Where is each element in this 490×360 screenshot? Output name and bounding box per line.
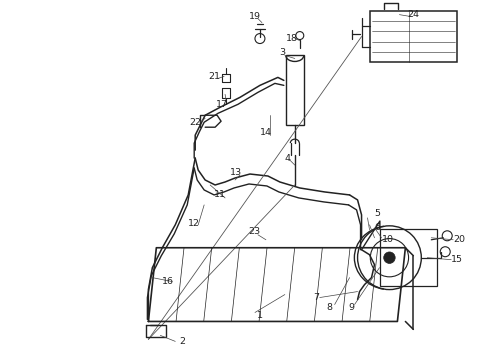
Text: 22: 22 (189, 118, 201, 127)
Bar (286, 55, 304, 125)
Bar (369, 11, 457, 62)
Text: 14: 14 (260, 128, 272, 137)
Bar (380, 229, 437, 287)
Circle shape (384, 252, 395, 264)
Text: 2: 2 (179, 337, 185, 346)
Text: 20: 20 (453, 235, 465, 244)
Text: 15: 15 (451, 255, 463, 264)
Text: 5: 5 (374, 210, 381, 219)
Text: 3: 3 (279, 48, 285, 57)
Text: 13: 13 (230, 167, 242, 176)
Text: 18: 18 (286, 34, 298, 43)
Text: 21: 21 (208, 72, 220, 81)
Text: 4: 4 (285, 154, 291, 163)
Text: 10: 10 (381, 235, 393, 244)
Text: 8: 8 (327, 303, 333, 312)
Text: 1: 1 (257, 311, 263, 320)
Text: 17: 17 (216, 100, 228, 109)
Text: 6: 6 (374, 223, 381, 232)
Text: 23: 23 (248, 227, 260, 236)
Text: 12: 12 (188, 219, 200, 228)
Text: 7: 7 (313, 293, 318, 302)
Text: 16: 16 (162, 277, 174, 286)
Text: 9: 9 (348, 303, 355, 312)
Text: 11: 11 (214, 190, 226, 199)
Text: 19: 19 (249, 12, 261, 21)
Text: 24: 24 (407, 10, 419, 19)
